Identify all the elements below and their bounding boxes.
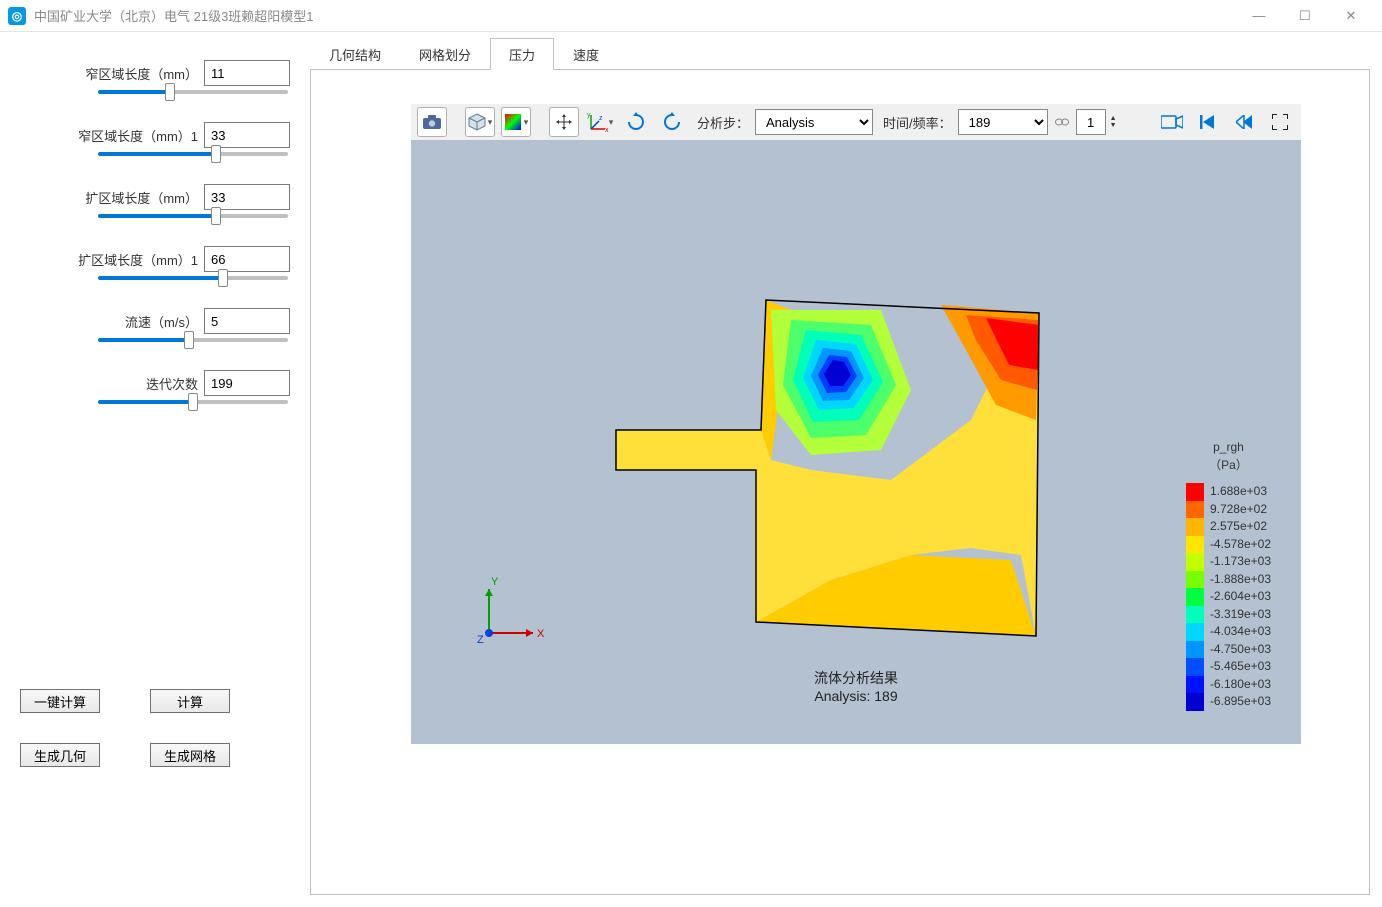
legend-tick: 1.688e+03 bbox=[1210, 483, 1271, 501]
legend-tick: -4.034e+03 bbox=[1210, 623, 1271, 641]
gen-mesh-button[interactable]: 生成网格 bbox=[150, 743, 230, 767]
spin-up-icon[interactable]: ▲ bbox=[1110, 115, 1117, 122]
viewport-toolbar: ▾ ▾ xyz▾ 分析步： Analysis 时间/频率： 189 ▲▼ bbox=[411, 104, 1301, 140]
render-area[interactable]: X Y Z 流体分析结果 Analysis: 189 p_rgh bbox=[411, 140, 1301, 744]
camera-icon[interactable] bbox=[417, 107, 447, 137]
svg-text:Y: Y bbox=[491, 576, 499, 588]
canvas-frame: ▾ ▾ xyz▾ 分析步： Analysis 时间/频率： 189 ▲▼ bbox=[310, 69, 1370, 895]
param-label-0: 窄区域长度（mm） bbox=[85, 64, 198, 83]
legend-tick: -5.465e+03 bbox=[1210, 658, 1271, 676]
step-back-icon[interactable] bbox=[1229, 107, 1259, 137]
tabs: 几何结构网格划分压力速度 bbox=[310, 38, 1370, 70]
svg-text:X: X bbox=[537, 628, 545, 640]
param-slider-2[interactable] bbox=[98, 214, 288, 218]
legend-tick: -1.173e+03 bbox=[1210, 553, 1271, 571]
param-slider-4[interactable] bbox=[98, 338, 288, 342]
legend-tick: -6.895e+03 bbox=[1210, 693, 1271, 711]
titlebar: ◎ 中国矿业大学（北京）电气 21级3班赖超阳模型1 — ☐ ✕ bbox=[0, 0, 1382, 32]
window-title: 中国矿业大学（北京）电气 21级3班赖超阳模型1 bbox=[34, 6, 1236, 25]
link-icon[interactable] bbox=[1054, 107, 1070, 137]
legend-unit: （Pa） bbox=[1186, 456, 1271, 473]
svg-text:Z: Z bbox=[477, 634, 484, 646]
rotate-ccw-icon[interactable] bbox=[657, 107, 687, 137]
video-icon[interactable] bbox=[1157, 107, 1187, 137]
time-freq-label: 时间/频率： bbox=[883, 113, 952, 132]
cube-icon[interactable]: ▾ bbox=[465, 107, 495, 137]
param-input-0[interactable] bbox=[204, 60, 290, 86]
param-label-1: 窄区域长度（mm）1 bbox=[78, 126, 198, 145]
svg-text:x: x bbox=[605, 127, 609, 133]
svg-text:y: y bbox=[587, 112, 591, 119]
param-slider-3[interactable] bbox=[98, 276, 288, 280]
time-freq-select[interactable]: 189 bbox=[958, 109, 1048, 135]
tab-1[interactable]: 网格划分 bbox=[400, 38, 490, 70]
close-button[interactable]: ✕ bbox=[1328, 0, 1374, 32]
param-slider-0[interactable] bbox=[98, 90, 288, 94]
analysis-select[interactable]: Analysis bbox=[755, 109, 873, 135]
analysis-step-label: 分析步： bbox=[697, 113, 749, 132]
tab-3[interactable]: 速度 bbox=[554, 38, 618, 70]
skip-start-icon[interactable] bbox=[1193, 107, 1223, 137]
tab-2[interactable]: 压力 bbox=[490, 38, 554, 70]
legend-tick: -3.319e+03 bbox=[1210, 606, 1271, 624]
spin-down-icon[interactable]: ▼ bbox=[1110, 122, 1117, 129]
legend-tick: 9.728e+02 bbox=[1210, 501, 1271, 519]
caption-line2: Analysis: 189 bbox=[814, 688, 898, 704]
gen-geom-button[interactable]: 生成几何 bbox=[20, 743, 100, 767]
param-input-3[interactable] bbox=[204, 246, 290, 272]
axes-xyz-icon[interactable]: xyz▾ bbox=[585, 107, 615, 137]
legend-tick: 2.575e+02 bbox=[1210, 518, 1271, 536]
rotate-cw-icon[interactable] bbox=[621, 107, 651, 137]
calc-button[interactable]: 计算 bbox=[150, 689, 230, 713]
viewport: ▾ ▾ xyz▾ 分析步： Analysis 时间/频率： 189 ▲▼ bbox=[411, 104, 1301, 744]
param-label-5: 迭代次数 bbox=[146, 374, 198, 393]
app-icon: ◎ bbox=[8, 7, 26, 25]
pressure-contour bbox=[611, 290, 1051, 650]
legend-tick: -6.180e+03 bbox=[1210, 676, 1271, 694]
tab-0[interactable]: 几何结构 bbox=[310, 38, 400, 70]
sidebar: 窄区域长度（mm） 窄区域长度（mm）1 扩区域长度（mm） 扩区域长度（mm）… bbox=[0, 32, 310, 907]
axis-triad: X Y Z bbox=[471, 571, 551, 654]
one-click-calc-button[interactable]: 一键计算 bbox=[20, 689, 100, 713]
fullscreen-icon[interactable] bbox=[1265, 107, 1295, 137]
param-label-4: 流速（m/s） bbox=[125, 312, 198, 331]
legend: p_rgh （Pa） 1.688e+039.728e+022.575e+02-4… bbox=[1186, 440, 1271, 711]
param-label-2: 扩区域长度（mm） bbox=[85, 188, 198, 207]
legend-title: p_rgh bbox=[1186, 440, 1271, 454]
param-slider-1[interactable] bbox=[98, 152, 288, 156]
legend-tick: -4.578e+02 bbox=[1210, 536, 1271, 554]
result-caption: 流体分析结果 Analysis: 189 bbox=[814, 668, 898, 704]
frame-spin-input[interactable] bbox=[1076, 109, 1106, 135]
legend-tick: -4.750e+03 bbox=[1210, 641, 1271, 659]
minimize-button[interactable]: — bbox=[1236, 0, 1282, 32]
legend-tick: -1.888e+03 bbox=[1210, 571, 1271, 589]
param-label-3: 扩区域长度（mm）1 bbox=[78, 250, 198, 269]
move-icon[interactable] bbox=[549, 107, 579, 137]
param-slider-5[interactable] bbox=[98, 400, 288, 404]
legend-tick: -2.604e+03 bbox=[1210, 588, 1271, 606]
param-input-5[interactable] bbox=[204, 370, 290, 396]
svg-text:z: z bbox=[599, 115, 603, 122]
caption-line1: 流体分析结果 bbox=[814, 668, 898, 688]
maximize-button[interactable]: ☐ bbox=[1282, 0, 1328, 32]
colormap-icon[interactable]: ▾ bbox=[501, 107, 531, 137]
param-input-4[interactable] bbox=[204, 308, 290, 334]
